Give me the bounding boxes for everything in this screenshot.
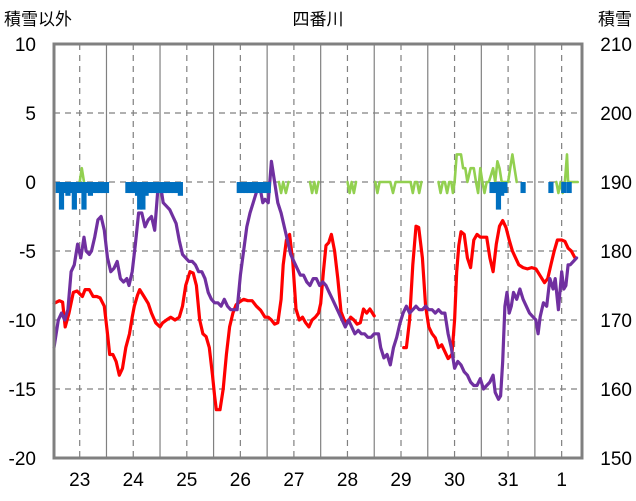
blue-bar	[249, 182, 255, 194]
blue-bar	[499, 182, 505, 196]
green-series-line	[346, 180, 358, 195]
green-series-line	[437, 153, 518, 195]
y-right-tick-label: 180	[600, 242, 632, 263]
blue-bar	[177, 182, 183, 196]
blue-bar	[87, 182, 94, 196]
blue-bar	[62, 182, 68, 194]
blue-bar	[125, 182, 131, 194]
blue-bar	[137, 182, 143, 210]
y-left-tick-label: -10	[9, 311, 36, 332]
blue-bar	[100, 182, 106, 194]
purple-series-line	[52, 159, 579, 401]
y-left-tick-label: 0	[25, 173, 36, 194]
blue-bar	[154, 182, 160, 194]
y-right-tick-label: 150	[600, 449, 632, 470]
x-tick-label: 1	[556, 470, 567, 491]
blue-bar	[151, 182, 157, 194]
y-left-tick-label: 10	[15, 35, 36, 56]
blue-bar	[566, 182, 572, 194]
blue-bar	[171, 182, 177, 194]
green-series-line	[374, 180, 423, 195]
blue-bar	[495, 182, 502, 210]
grid	[54, 44, 582, 458]
y-right-tick-label: 170	[600, 311, 632, 332]
blue-bar	[236, 182, 242, 194]
x-tick-label: 31	[498, 470, 519, 491]
green-series-line	[308, 180, 320, 195]
blue-bar	[243, 182, 249, 194]
green-series-line	[78, 166, 86, 184]
blue-bar	[239, 182, 246, 194]
y-left-tick-label: -20	[9, 449, 36, 470]
blue-bar	[146, 182, 152, 194]
blue-bar	[91, 182, 97, 194]
y-right-axis-label: 積雪	[598, 10, 632, 30]
blue-bar	[97, 182, 103, 194]
blue-bar	[168, 182, 174, 194]
x-tick-label: 30	[444, 470, 465, 491]
blue-bar	[492, 182, 498, 194]
blue-bar	[164, 182, 171, 194]
y-right-tick-label: 190	[600, 173, 632, 194]
tick-labels: 10 5 0 -5 -10 -15 -20 210 200 190 180 170 160 150 23 24…	[9, 35, 632, 491]
blue-bar	[252, 182, 258, 194]
x-tick-label: 25	[176, 470, 197, 491]
blue-bar	[489, 182, 495, 194]
red-series-line	[52, 232, 376, 412]
blue-bar	[74, 182, 81, 194]
blue-bar	[255, 182, 262, 194]
blue-bar	[502, 182, 508, 194]
x-tick-label: 23	[69, 470, 90, 491]
blue-bar	[262, 182, 268, 194]
blue-bar	[65, 182, 71, 196]
blue-bar	[81, 182, 87, 210]
blue-bar	[561, 182, 567, 194]
y-right-tick-label: 200	[600, 104, 632, 125]
chart-title: 四番川	[293, 10, 344, 30]
y-left-axis-label: 積雪以外	[4, 10, 72, 30]
blue-bar	[174, 182, 180, 194]
blue-bar	[131, 182, 137, 194]
y-left-tick-label: -5	[19, 242, 36, 263]
blue-bar	[246, 182, 252, 194]
blue-bar	[265, 182, 271, 194]
blue-bar	[78, 182, 84, 194]
blue-bar	[259, 182, 265, 194]
blue-bar	[68, 182, 74, 194]
blue-bar	[143, 182, 149, 196]
x-tick-label: 29	[390, 470, 411, 491]
blue-bar	[103, 182, 110, 194]
y-right-tick-label: 210	[600, 35, 632, 56]
y-left-tick-label: -15	[9, 380, 36, 401]
blue-bar	[58, 182, 65, 210]
x-tick-label: 26	[230, 470, 251, 491]
blue-bar	[140, 182, 146, 210]
blue-bar	[157, 182, 163, 194]
plot-frame	[52, 42, 584, 460]
blue-bar	[94, 182, 100, 194]
x-tick-label: 27	[283, 470, 304, 491]
blue-bar	[84, 182, 90, 194]
y-left-tick-label: 5	[25, 104, 36, 125]
blue-bar	[548, 182, 554, 194]
blue-bar	[161, 182, 167, 194]
blue-bar	[71, 182, 77, 210]
series-layer	[52, 153, 579, 412]
red-series-line	[402, 219, 577, 361]
blue-bar	[128, 182, 134, 194]
y-right-tick-label: 160	[600, 380, 632, 401]
x-tick-label: 24	[123, 470, 145, 491]
blue-bar	[520, 182, 526, 194]
blue-bar	[55, 182, 61, 194]
green-series-line	[277, 180, 290, 195]
x-tick-label: 28	[337, 470, 358, 491]
